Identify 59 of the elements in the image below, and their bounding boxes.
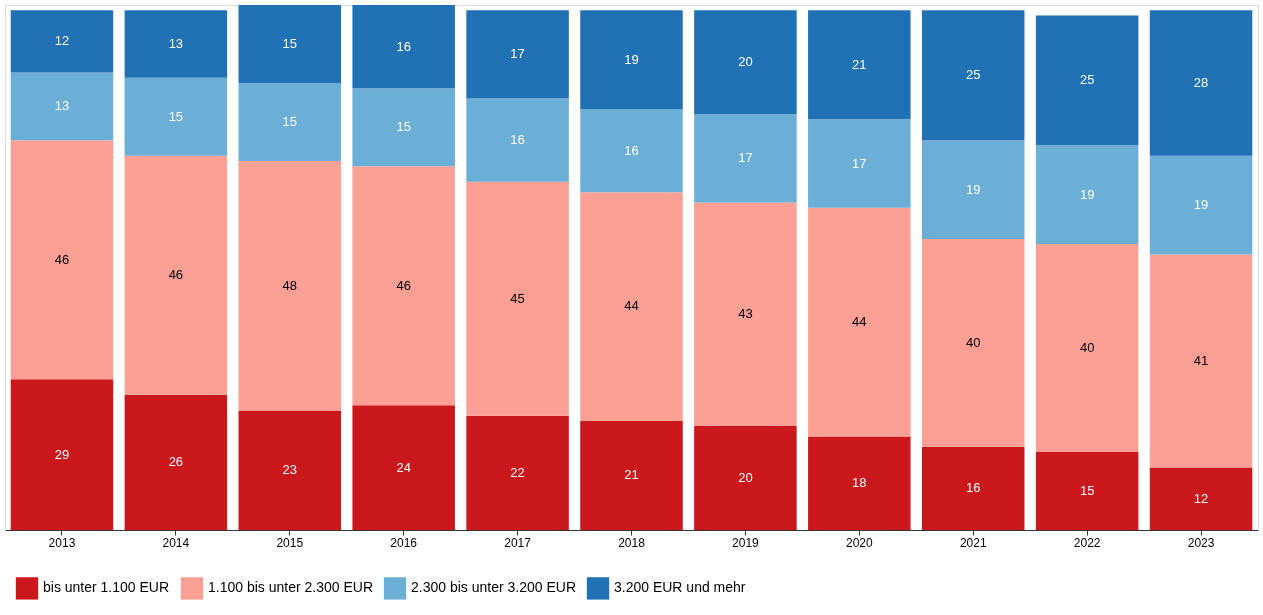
data-label: 22 [510, 464, 525, 480]
data-label: 15 [1079, 483, 1095, 499]
data-label: 41 [1193, 353, 1209, 369]
data-label: 26 [168, 454, 184, 470]
data-label: 23 [282, 462, 298, 478]
data-label: 46 [54, 251, 70, 267]
data-label: 15 [168, 108, 184, 124]
x-tick-label: 2016 [390, 535, 418, 550]
data-label: 15 [282, 113, 298, 129]
data-label: 16 [396, 38, 411, 54]
data-label: 16 [510, 132, 525, 148]
data-label: 17 [510, 46, 525, 62]
x-tick-label: 2020 [845, 535, 873, 550]
x-tick-label: 2013 [48, 535, 76, 550]
data-label: 40 [1079, 340, 1095, 356]
data-label: 48 [282, 277, 298, 293]
data-label: 13 [54, 98, 70, 114]
data-label: 43 [738, 306, 753, 322]
data-label: 19 [624, 51, 639, 67]
data-label: 16 [624, 142, 639, 158]
x-tick-label: 2019 [732, 535, 760, 550]
data-label: 25 [1079, 72, 1095, 88]
legend-label: 2.300 bis unter 3.200 EUR [411, 579, 576, 596]
legend-label: 1.100 bis unter 2.300 EUR [208, 579, 373, 596]
data-label: 19 [1193, 197, 1209, 213]
data-label: 18 [852, 475, 867, 491]
data-label: 46 [168, 267, 184, 283]
data-label: 19 [1079, 186, 1095, 202]
data-label: 25 [965, 67, 981, 83]
data-label: 16 [965, 480, 981, 496]
data-label: 46 [396, 277, 411, 293]
data-label: 21 [852, 56, 867, 72]
data-label: 15 [396, 119, 411, 135]
legend-label: bis unter 1.100 EUR [43, 579, 170, 596]
x-tick-label: 2014 [162, 535, 190, 550]
data-label: 20 [738, 470, 753, 486]
data-label: 12 [1193, 490, 1209, 506]
data-label: 45 [510, 290, 525, 306]
data-label: 44 [624, 298, 639, 314]
x-tick-label: 2021 [959, 535, 987, 550]
data-label: 17 [738, 150, 753, 166]
data-label: 21 [624, 467, 639, 483]
data-label: 19 [965, 181, 981, 197]
x-tick-label: 2018 [618, 535, 646, 550]
legend-label: 3.200 EUR und mehr [614, 579, 746, 596]
x-tick-label: 2022 [1073, 535, 1101, 550]
data-label: 15 [282, 35, 298, 51]
x-tick-label: 2015 [276, 535, 304, 550]
data-label: 20 [738, 54, 753, 70]
x-tick-label: 2023 [1187, 535, 1215, 550]
data-label: 24 [396, 459, 411, 475]
data-label: 40 [965, 334, 981, 350]
data-label: 44 [852, 314, 867, 330]
data-label: 29 [54, 446, 70, 462]
x-tick-label: 2017 [504, 535, 532, 550]
data-label: 13 [168, 35, 184, 51]
data-label: 28 [1193, 74, 1209, 90]
data-label: 12 [54, 33, 70, 49]
data-label: 17 [852, 155, 867, 171]
